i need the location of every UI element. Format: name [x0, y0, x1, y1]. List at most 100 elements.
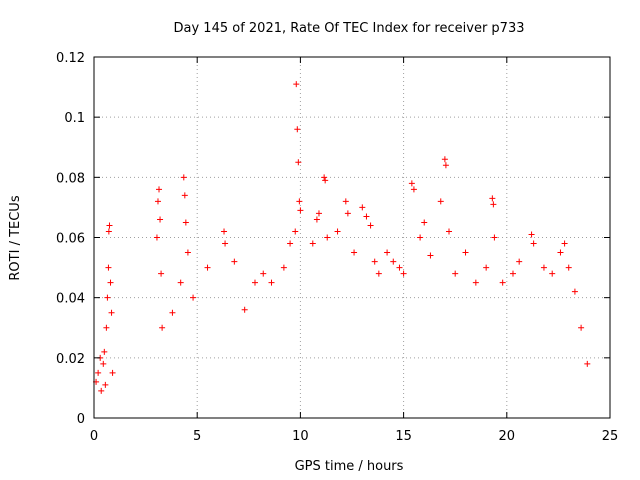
data-point — [156, 186, 163, 193]
data-point — [287, 240, 294, 247]
data-point — [490, 201, 497, 208]
data-point — [297, 207, 304, 214]
chart-title: Day 145 of 2021, Rate Of TEC Index for r… — [174, 21, 525, 36]
data-point — [410, 186, 417, 193]
data-point — [157, 216, 164, 223]
data-point — [102, 381, 109, 388]
x-tick-label: 10 — [292, 429, 309, 444]
data-point — [446, 228, 453, 235]
data-point — [98, 387, 105, 394]
data-point — [231, 258, 238, 265]
data-point — [584, 360, 591, 367]
data-point — [452, 270, 459, 277]
data-point — [100, 360, 107, 367]
data-point — [499, 279, 506, 286]
data-point — [375, 270, 382, 277]
data-point — [260, 270, 267, 277]
y-tick-label: 0.12 — [56, 51, 85, 66]
data-point — [169, 309, 176, 316]
y-tick-labels: 0 0.02 0.04 0.06 0.08 0.1 0.12 — [56, 51, 85, 427]
data-point — [417, 234, 424, 241]
data-point — [154, 198, 161, 205]
data-point — [371, 258, 378, 265]
plot-frame — [93, 56, 611, 419]
data-point — [483, 264, 490, 271]
data-points — [93, 81, 591, 394]
data-point — [105, 264, 112, 271]
x-tick-label: 20 — [499, 429, 516, 444]
data-point — [528, 231, 535, 238]
data-point — [342, 198, 349, 205]
x-axis-label: GPS time / hours — [295, 459, 404, 474]
data-point — [324, 234, 331, 241]
data-point — [359, 204, 366, 211]
data-point — [292, 228, 299, 235]
data-point — [104, 294, 111, 301]
data-point — [182, 219, 189, 226]
data-point — [344, 210, 351, 217]
data-point — [437, 198, 444, 205]
data-point — [516, 258, 523, 265]
data-point — [491, 234, 498, 241]
data-point — [190, 294, 197, 301]
data-point — [153, 234, 160, 241]
data-point — [158, 270, 165, 277]
data-point — [540, 264, 547, 271]
data-point — [95, 369, 102, 376]
data-point — [105, 228, 112, 235]
data-point — [367, 222, 374, 229]
y-tick-label: 0 — [77, 412, 85, 427]
data-point — [390, 258, 397, 265]
data-point — [313, 216, 320, 223]
data-point — [578, 324, 585, 331]
data-point — [462, 249, 469, 256]
data-point — [103, 324, 110, 331]
data-point — [315, 210, 322, 217]
data-point — [427, 252, 434, 259]
data-point — [441, 156, 448, 163]
x-tick-label: 15 — [395, 429, 412, 444]
data-point — [109, 369, 116, 376]
data-point — [322, 177, 329, 184]
y-tick-label: 0.04 — [56, 292, 85, 307]
data-point — [280, 264, 287, 271]
data-point — [334, 228, 341, 235]
y-axis-label: ROTI / TECUs — [8, 195, 23, 280]
y-tick-label: 0.02 — [56, 352, 85, 367]
data-point — [108, 309, 115, 316]
data-point — [181, 192, 188, 199]
x-tick-label: 25 — [602, 429, 619, 444]
data-point — [101, 348, 108, 355]
data-point — [400, 270, 407, 277]
y-tick-label: 0.08 — [56, 171, 85, 186]
axis-ticks — [93, 56, 611, 419]
data-point — [557, 249, 564, 256]
data-point — [251, 279, 258, 286]
data-point — [408, 180, 415, 187]
data-point — [472, 279, 479, 286]
data-point — [295, 159, 302, 166]
data-point — [561, 240, 568, 247]
data-point — [351, 249, 358, 256]
data-point — [296, 198, 303, 205]
data-point — [384, 249, 391, 256]
x-tick-label: 5 — [193, 429, 201, 444]
y-tick-label: 0.1 — [64, 111, 85, 126]
data-point — [159, 324, 166, 331]
data-point — [222, 240, 229, 247]
data-point — [106, 222, 113, 229]
data-point — [530, 240, 537, 247]
data-point — [177, 279, 184, 286]
gridlines — [94, 57, 610, 418]
x-tick-label: 0 — [90, 429, 98, 444]
data-point — [309, 240, 316, 247]
x-tick-labels: 0 5 10 15 20 25 — [90, 429, 618, 444]
data-point — [294, 126, 301, 133]
data-point — [565, 264, 572, 271]
data-point — [180, 174, 187, 181]
data-point — [293, 81, 300, 88]
data-point — [509, 270, 516, 277]
data-point — [241, 306, 248, 313]
data-point — [184, 249, 191, 256]
